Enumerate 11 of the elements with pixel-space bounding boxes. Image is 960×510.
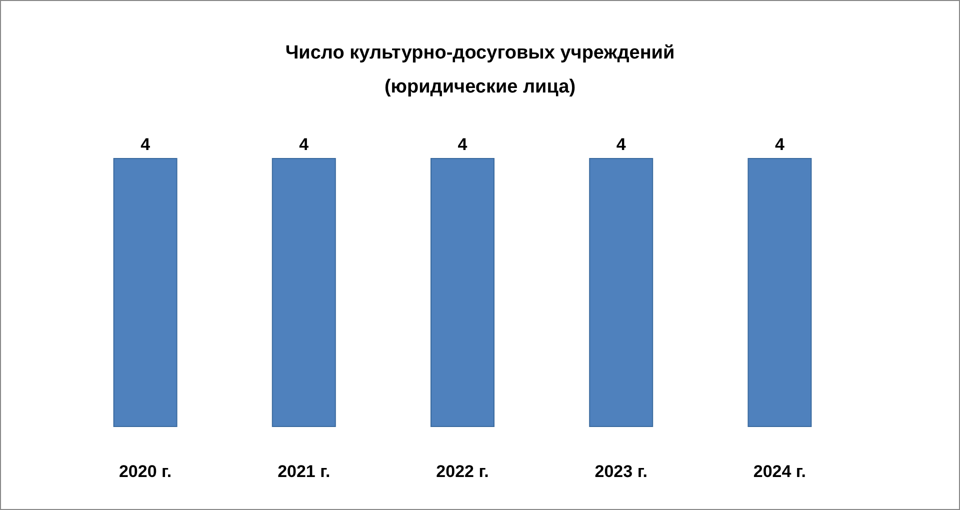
data-label: 4: [458, 135, 468, 154]
data-label: 4: [299, 135, 310, 154]
data-label: 4: [140, 135, 151, 154]
x-tick-label: 2021 г.: [278, 462, 330, 481]
data-label: 4: [774, 135, 785, 154]
x-tick-label: 2024 г.: [753, 462, 806, 481]
x-tick-label: 2022 г.: [436, 462, 489, 481]
x-tick-label: 2023 г.: [594, 462, 648, 481]
chart-title: Число культурно-досуговых учреждений (юридические лица): [285, 42, 675, 98]
x-tick-label: 2020 г.: [118, 462, 172, 481]
data-label: 4: [616, 135, 626, 154]
